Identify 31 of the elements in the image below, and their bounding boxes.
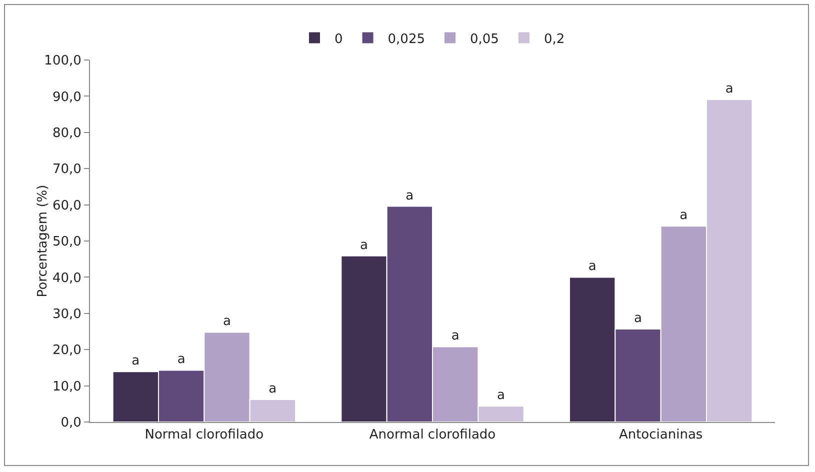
- y-tick-label: 80,0: [52, 126, 82, 141]
- legend-label: 0: [334, 32, 343, 47]
- data-label: a: [132, 354, 140, 369]
- data-label: a: [177, 352, 186, 368]
- data-label: a: [451, 328, 460, 344]
- x-tick-label: Antocianinas: [618, 428, 703, 443]
- data-label: a: [497, 388, 505, 404]
- y-tick-label: 60,0: [52, 198, 82, 214]
- y-tick-label: 0,0: [60, 416, 82, 431]
- data-label: a: [268, 382, 277, 397]
- y-tick-label: 100,0: [44, 54, 82, 69]
- y-tick-label: 90,0: [52, 90, 82, 105]
- legend-label: 0,05: [470, 32, 499, 47]
- y-tick-label: 10,0: [52, 379, 82, 394]
- y-axis-title: Porcentagem (%): [35, 184, 50, 298]
- y-tick-label: 50,0: [52, 234, 82, 250]
- x-tick-label: Anormal clorofilado: [369, 428, 496, 443]
- data-label: a: [588, 259, 596, 274]
- y-tick-label: 30,0: [52, 306, 82, 322]
- data-label: a: [725, 81, 734, 96]
- data-label: a: [360, 238, 368, 253]
- data-label: a: [680, 208, 688, 224]
- data-label: a: [406, 188, 414, 204]
- legend-label: 0,2: [544, 32, 565, 47]
- x-tick-label: Normal clorofilado: [144, 428, 264, 443]
- y-tick-label: 20,0: [52, 343, 82, 358]
- y-tick-label: 70,0: [52, 162, 82, 178]
- legend-label: 0,025: [388, 32, 425, 47]
- y-tick-label: 40,0: [52, 270, 82, 286]
- data-label: a: [634, 310, 642, 326]
- data-label: a: [223, 314, 231, 330]
